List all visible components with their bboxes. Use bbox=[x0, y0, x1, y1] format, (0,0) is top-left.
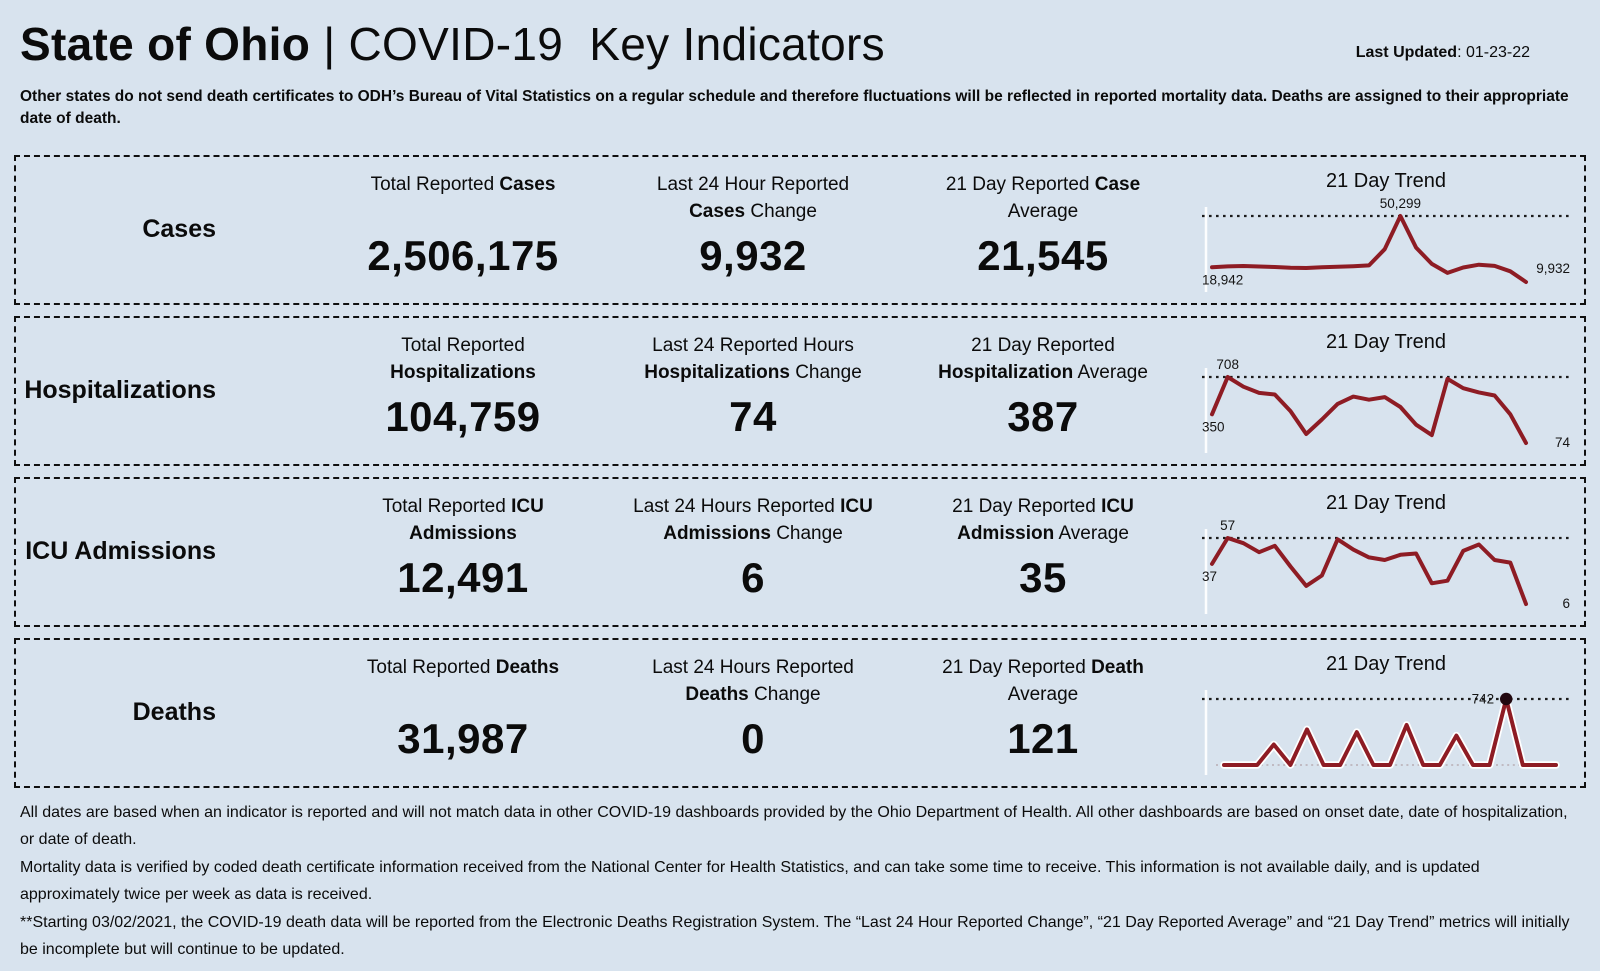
row-label-cases: Cases bbox=[142, 215, 216, 244]
icu-change-value: 6 bbox=[741, 553, 765, 601]
svg-text:742: 742 bbox=[1472, 691, 1495, 706]
icu-trend-panel: 21 Day Trend 37 57 6 bbox=[1188, 479, 1584, 625]
footer-notes: All dates are based when an indicator is… bbox=[20, 799, 1570, 964]
indicators-panel: Cases Total Reported Cases 2,506,175 Las… bbox=[14, 154, 1586, 788]
trend-title: 21 Day Trend bbox=[1325, 491, 1447, 514]
icu-change-stat: Last 24 Hours Reported ICU Admissions Ch… bbox=[608, 479, 898, 625]
svg-text:50,299: 50,299 bbox=[1380, 196, 1421, 211]
svg-text:57: 57 bbox=[1220, 518, 1235, 533]
stat-header: Total Reported Deaths bbox=[366, 656, 560, 678]
svg-text:350: 350 bbox=[1202, 419, 1225, 434]
indicator-row-hospitalizations: Hospitalizations Total Reported Hospital… bbox=[14, 315, 1586, 466]
last-updated-value: : 01-23-22 bbox=[1457, 44, 1530, 61]
deaths-trend-sparkline: 742 bbox=[1202, 689, 1570, 775]
stat-header: Last 24 Hour Reported Cases Change bbox=[656, 173, 850, 222]
deaths-change-stat: Last 24 Hours Reported Deaths Change 0 bbox=[608, 640, 898, 786]
footer-note-edrs: **Starting 03/02/2021, the COVID-19 deat… bbox=[20, 913, 1570, 959]
deaths-average-value: 121 bbox=[1007, 714, 1079, 762]
hospitalizations-trend-sparkline: 350 708 74 bbox=[1202, 357, 1571, 453]
icu-total-stat: Total Reported ICU Admissions 12,491 bbox=[318, 479, 608, 625]
hospitalizations-change-value: 74 bbox=[729, 392, 777, 440]
stat-header: Total Reported Cases bbox=[370, 173, 556, 195]
icu-trend-sparkline: 37 57 6 bbox=[1202, 518, 1570, 614]
icu-average-value: 35 bbox=[1019, 553, 1067, 601]
stat-header: Last 24 Reported Hours Hospitalizations … bbox=[644, 334, 862, 383]
row-label-icu-admissions: ICU Admissions bbox=[25, 537, 216, 566]
page-title-bold: State of Ohio bbox=[20, 18, 311, 70]
cases-average-value: 21,545 bbox=[977, 231, 1109, 279]
trend-title: 21 Day Trend bbox=[1325, 169, 1447, 192]
mortality-disclaimer: Other states do not send death certifica… bbox=[20, 87, 1569, 128]
deaths-average-stat: 21 Day Reported Death Average 121 bbox=[898, 640, 1188, 786]
trend-title: 21 Day Trend bbox=[1325, 652, 1447, 675]
indicator-row-icu-admissions: ICU Admissions Total Reported ICU Admiss… bbox=[14, 476, 1586, 627]
cases-total-value: 2,506,175 bbox=[367, 231, 559, 279]
cases-change-value: 9,932 bbox=[699, 231, 807, 279]
svg-text:74: 74 bbox=[1555, 435, 1571, 450]
cases-trend-panel: 21 Day Trend 18,942 50,299 9,932 bbox=[1188, 157, 1584, 303]
hospitalizations-total-stat: Total Reported Hospitalizations 104,759 bbox=[318, 318, 608, 464]
cases-trend-sparkline: 18,942 50,299 9,932 bbox=[1202, 196, 1570, 292]
cases-average-stat: 21 Day Reported Case Average 21,545 bbox=[898, 157, 1188, 303]
hospitalizations-average-value: 387 bbox=[1007, 392, 1079, 440]
svg-text:708: 708 bbox=[1216, 357, 1239, 372]
deaths-change-value: 0 bbox=[741, 714, 765, 762]
page-title-regular: | COVID-19 Key Indicators bbox=[310, 18, 885, 70]
stat-header: 21 Day Reported Case Average bbox=[945, 173, 1141, 222]
cases-change-stat: Last 24 Hour Reported Cases Change 9,932 bbox=[608, 157, 898, 303]
stat-header: 21 Day Reported Death Average bbox=[942, 656, 1144, 705]
page-header: State of Ohio | COVID-19 Key Indicators … bbox=[0, 0, 1600, 70]
stat-header: Last 24 Hours Reported ICU Admissions Ch… bbox=[633, 495, 873, 544]
row-label-hospitalizations: Hospitalizations bbox=[24, 376, 216, 405]
trend-title: 21 Day Trend bbox=[1325, 330, 1447, 353]
stat-header: 21 Day Reported ICU Admission Average bbox=[952, 495, 1134, 544]
footer-note-dates: All dates are based when an indicator is… bbox=[20, 803, 1568, 849]
indicator-row-deaths: Deaths Total Reported Deaths 31,987 Last… bbox=[14, 637, 1586, 788]
svg-text:37: 37 bbox=[1202, 568, 1217, 583]
hospitalizations-total-value: 104,759 bbox=[385, 392, 541, 440]
hospitalizations-average-stat: 21 Day Reported Hospitalization Average … bbox=[898, 318, 1188, 464]
stat-header: Last 24 Hours Reported Deaths Change bbox=[652, 656, 854, 705]
deaths-total-value: 31,987 bbox=[397, 714, 529, 762]
stat-header: Total Reported Hospitalizations bbox=[390, 334, 536, 383]
hospitalizations-change-stat: Last 24 Reported Hours Hospitalizations … bbox=[608, 318, 898, 464]
cases-total-stat: Total Reported Cases 2,506,175 bbox=[318, 157, 608, 303]
page-title: State of Ohio | COVID-19 Key Indicators bbox=[20, 18, 885, 70]
last-updated: Last Updated: 01-23-22 bbox=[1356, 20, 1530, 62]
indicator-row-cases: Cases Total Reported Cases 2,506,175 Las… bbox=[14, 154, 1586, 305]
stat-header: 21 Day Reported Hospitalization Average bbox=[938, 334, 1148, 383]
svg-text:6: 6 bbox=[1562, 596, 1570, 611]
last-updated-label: Last Updated bbox=[1355, 44, 1458, 61]
svg-text:18,942: 18,942 bbox=[1202, 272, 1243, 287]
footer-note-mortality: Mortality data is verified by coded deat… bbox=[20, 858, 1480, 904]
icu-total-value: 12,491 bbox=[397, 553, 529, 601]
svg-text:9,932: 9,932 bbox=[1536, 261, 1570, 276]
deaths-total-stat: Total Reported Deaths 31,987 bbox=[318, 640, 608, 786]
hospitalizations-trend-panel: 21 Day Trend 350 708 74 bbox=[1188, 318, 1584, 464]
row-label-deaths: Deaths bbox=[132, 698, 216, 727]
deaths-trend-panel: 21 Day Trend 742 bbox=[1188, 640, 1584, 786]
icu-average-stat: 21 Day Reported ICU Admission Average 35 bbox=[898, 479, 1188, 625]
stat-header: Total Reported ICU Admissions bbox=[382, 495, 544, 544]
